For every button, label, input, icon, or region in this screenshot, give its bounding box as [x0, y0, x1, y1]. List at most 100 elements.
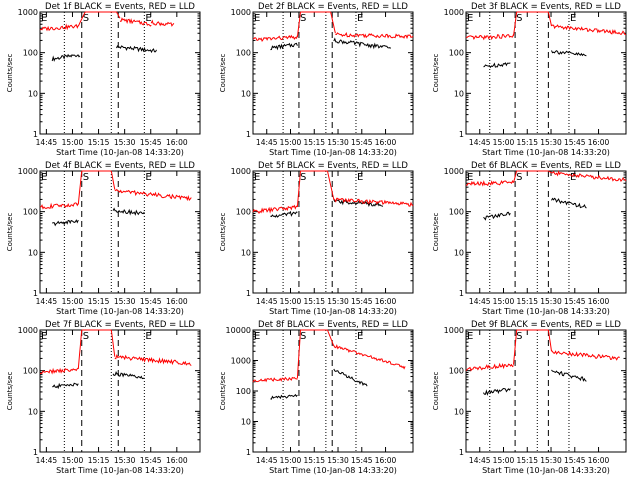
- x-tick-label: 15:45: [564, 456, 586, 465]
- y-tick-label: 10: [454, 248, 464, 257]
- region-marker: E: [41, 172, 47, 183]
- events-series-line: [333, 199, 384, 207]
- x-tick-label: 16:00: [375, 138, 397, 147]
- events-series-line: [270, 210, 298, 218]
- x-tick-label: 15:00: [280, 138, 302, 147]
- events-series-line: [551, 50, 587, 57]
- x-tick-label: 15:15: [516, 297, 538, 306]
- y-tick-label: 1000: [444, 326, 464, 335]
- x-tick-label: 15:30: [114, 297, 136, 306]
- x-tick-label: 15:15: [516, 138, 538, 147]
- panel-title: Det 5f BLACK = Events, RED = LLD: [258, 161, 408, 171]
- lld-series-line: [296, 329, 301, 379]
- panel-det-3: Det 3f BLACK = Events, RED = LLD 1 10 100 10…: [432, 2, 627, 157]
- x-tick-label: 15:00: [493, 138, 515, 147]
- x-tick-label: 15:45: [140, 138, 162, 147]
- y-tick-label: 100: [23, 208, 38, 217]
- y-axis-label: Counts/sec: [6, 213, 14, 252]
- region-marker: E: [467, 13, 473, 24]
- y-tick-label: 1: [459, 130, 464, 139]
- x-tick-label: 15:45: [351, 456, 373, 465]
- panel-title: Det 9f BLACK = Events, RED = LLD: [471, 320, 621, 330]
- plot-frame: [252, 170, 414, 294]
- x-tick-label: 16:00: [588, 456, 610, 465]
- x-axis-label: Start Time (10-Jan-08 14:33:20): [269, 466, 397, 475]
- plot-frame: [252, 329, 414, 453]
- y-tick-label: 1: [246, 448, 251, 457]
- x-tick-label: 14:45: [256, 297, 278, 306]
- lld-series-line: [513, 329, 518, 365]
- lld-series-line: [39, 367, 79, 375]
- region-marker: E: [467, 331, 473, 342]
- y-tick-label: 1: [246, 289, 251, 298]
- region-marker: S: [516, 172, 522, 183]
- events-series-line: [270, 393, 298, 400]
- lld-series-line: [296, 170, 301, 208]
- x-tick-label: 14:45: [36, 297, 58, 306]
- region-marker: E: [254, 13, 260, 24]
- x-tick-label: 15:30: [540, 297, 562, 306]
- x-axis-label: Start Time (10-Jan-08 14:33:20): [56, 307, 184, 316]
- x-tick-label: 15:30: [540, 456, 562, 465]
- lld-series-line: [296, 11, 301, 38]
- x-tick-label: 15:00: [280, 456, 302, 465]
- x-tick-label: 16:00: [588, 297, 610, 306]
- x-tick-label: 14:45: [469, 297, 491, 306]
- y-tick-label: 1000: [231, 357, 251, 366]
- events-series-line: [333, 368, 368, 387]
- lld-series-line: [327, 170, 335, 200]
- lld-series-line: [333, 197, 414, 207]
- lld-series-line: [548, 170, 552, 174]
- x-axis-label: Start Time (10-Jan-08 14:33:20): [482, 307, 610, 316]
- x-tick-label: 15:45: [351, 297, 373, 306]
- y-tick-label: 100: [236, 208, 251, 217]
- plot-frame: [39, 329, 201, 453]
- y-axis-label: Counts/sec: [219, 213, 227, 252]
- x-tick-label: 15:15: [303, 456, 325, 465]
- y-tick-label: 100: [236, 49, 251, 58]
- x-tick-label: 15:00: [280, 297, 302, 306]
- y-tick-label: 10: [454, 89, 464, 98]
- lld-series-line: [513, 170, 518, 183]
- lld-series-line: [77, 11, 86, 27]
- lld-series-line: [551, 170, 627, 183]
- x-tick-label: 15:00: [62, 138, 84, 147]
- y-axis-label: Counts/sec: [432, 372, 440, 411]
- lld-series-line: [119, 17, 152, 27]
- events-series-line: [551, 197, 587, 209]
- lld-series-line: [465, 362, 514, 372]
- lld-series-line: [327, 329, 335, 347]
- x-axis-label: Start Time (10-Jan-08 14:33:20): [482, 466, 610, 475]
- panel-det-6: Det 6f BLACK = Events, RED = LLD 1 10 100 10…: [432, 161, 627, 316]
- region-marker: E: [254, 172, 260, 183]
- panel-title: Det 4f BLACK = Events, RED = LLD: [45, 161, 195, 171]
- y-tick-label: 1: [33, 289, 38, 298]
- panel-det-8: Det 8f BLACK = Events, RED = LLD 1 10 100 10…: [219, 320, 414, 475]
- lld-series-line: [330, 11, 336, 34]
- x-tick-label: 15:15: [303, 138, 325, 147]
- x-tick-label: 16:00: [166, 297, 188, 306]
- lld-series-line: [547, 329, 552, 352]
- y-tick-label: 10: [28, 407, 38, 416]
- events-series-line: [52, 382, 79, 390]
- panel-title: Det 7f BLACK = Events, RED = LLD: [45, 320, 195, 330]
- y-tick-label: 1: [33, 130, 38, 139]
- y-tick-label: 10: [28, 248, 38, 257]
- y-tick-label: 100: [449, 49, 464, 58]
- x-tick-label: 15:15: [88, 138, 110, 147]
- lld-series-line: [110, 329, 116, 357]
- panel-det-2: Det 2f BLACK = Events, RED = LLD 1 10 100 10…: [219, 2, 414, 157]
- region-marker: E: [145, 172, 151, 183]
- region-marker: S: [300, 331, 306, 342]
- region-marker: S: [516, 331, 522, 342]
- events-series-line: [483, 211, 511, 221]
- x-tick-label: 15:45: [564, 297, 586, 306]
- y-axis-label: Counts/sec: [6, 372, 14, 411]
- lld-series-line: [547, 11, 552, 27]
- panel-title: Det 8f BLACK = Events, RED = LLD: [258, 320, 408, 330]
- y-tick-label: 1: [459, 448, 464, 457]
- y-tick-label: 10: [241, 89, 251, 98]
- region-marker: S: [83, 172, 89, 183]
- events-series-line: [112, 207, 145, 216]
